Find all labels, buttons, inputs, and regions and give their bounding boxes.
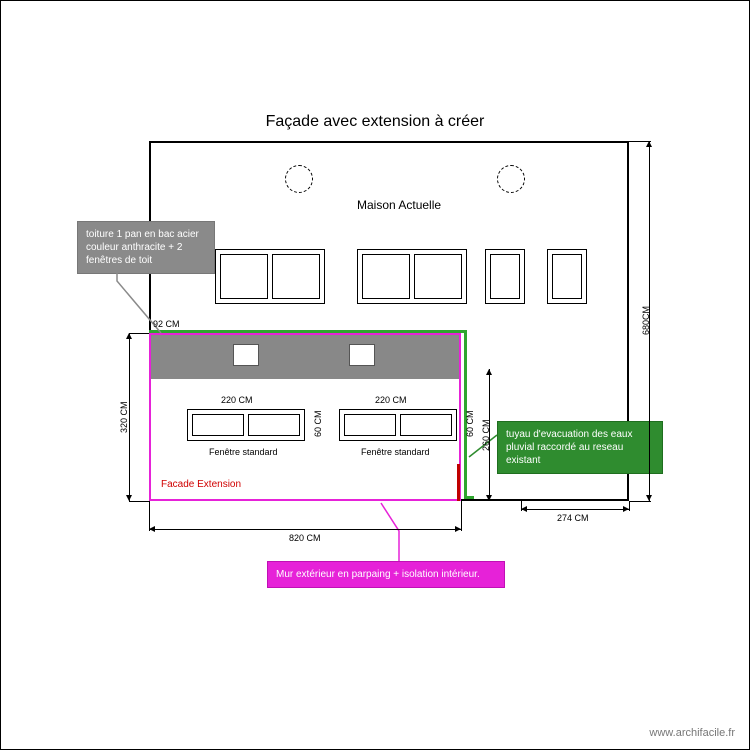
house-window-3 (485, 249, 525, 304)
callout-pipe-leader (467, 433, 527, 463)
dim-260: 260 CM (481, 419, 491, 451)
dim-60-a: 60 CM (313, 410, 323, 437)
callout-wall-leader (379, 501, 419, 563)
opening-circle-2 (497, 165, 525, 193)
skylight-2 (349, 344, 375, 366)
skylight-1 (233, 344, 259, 366)
opening-circle-1 (285, 165, 313, 193)
ext-win-label-1: Fenêtre standard (209, 447, 278, 457)
dim-320: 320 CM (119, 401, 129, 433)
extension-label: Facade Extension (161, 479, 241, 490)
callout-roof-leader (77, 259, 167, 349)
dim-line-320 (129, 333, 130, 501)
house-window-1 (215, 249, 325, 304)
canvas: Façade avec extension à créer Maison Act… (0, 0, 750, 750)
dim-line-820 (149, 529, 461, 530)
callout-wall: Mur extérieur en parpaing + isolation in… (267, 561, 505, 588)
house-window-2 (357, 249, 467, 304)
dim-92: 92 CM (153, 319, 180, 329)
ext-window-2 (339, 409, 457, 441)
ext-win-label-2: Fenêtre standard (361, 447, 430, 457)
dim-680: 680CM (641, 306, 651, 335)
ext-window-1 (187, 409, 305, 441)
page-title: Façade avec extension à créer (1, 113, 749, 131)
red-pipe (457, 464, 460, 501)
extension-roof (151, 335, 459, 379)
footer-credit: www.archifacile.fr (649, 727, 735, 739)
dim-220-b: 220 CM (375, 395, 407, 405)
dim-220-a: 220 CM (221, 395, 253, 405)
dim-820: 820 CM (289, 533, 321, 543)
gutter-bottom (464, 496, 474, 499)
house-window-4 (547, 249, 587, 304)
dim-274: 274 CM (557, 513, 589, 523)
dim-line-274 (521, 509, 629, 510)
house-label: Maison Actuelle (357, 198, 441, 212)
